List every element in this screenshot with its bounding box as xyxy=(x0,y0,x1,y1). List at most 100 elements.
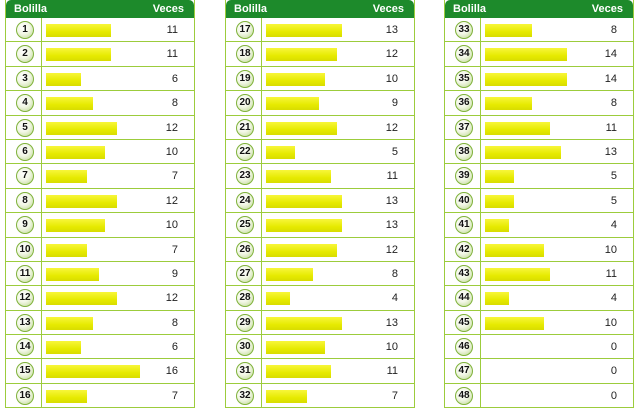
frequency-bar xyxy=(485,48,567,62)
ball-number: 44 xyxy=(455,289,473,308)
frequency-bar xyxy=(485,24,532,37)
frequency-count: 8 xyxy=(171,316,178,329)
frequency-count: 9 xyxy=(391,97,398,110)
ball-cell: 34 xyxy=(445,42,481,66)
frequency-bar xyxy=(46,48,111,62)
table-row: 46 0 xyxy=(445,335,633,360)
frequency-bar xyxy=(46,170,87,184)
frequency-bar xyxy=(46,194,117,208)
ball-cell: 40 xyxy=(445,188,481,213)
ball-number: 34 xyxy=(455,45,473,64)
table-row: 1 11 xyxy=(6,18,194,43)
ball-cell: 9 xyxy=(6,213,42,237)
frequency-count: 0 xyxy=(610,341,617,354)
ball-number: 14 xyxy=(16,338,34,357)
frequency-count: 5 xyxy=(610,194,617,207)
ball-number: 35 xyxy=(455,69,473,88)
frequency-count: 10 xyxy=(385,72,398,85)
frequency-count: 7 xyxy=(171,389,178,402)
frequency-count: 7 xyxy=(171,170,178,183)
ball-cell: 33 xyxy=(445,18,481,42)
table-row: 36 8 xyxy=(445,91,633,116)
table-row: 29 13 xyxy=(226,310,414,336)
ball-cell: 39 xyxy=(445,164,481,188)
frequency-count: 4 xyxy=(391,292,398,305)
frequency-count: 11 xyxy=(166,24,178,36)
frequency-bar xyxy=(485,267,550,281)
frequency-table-1-16: Bolilla Veces 1 11 2 11 3 6 4 8 5 12 6 10 7 7 8 12 9 10 10… xyxy=(5,0,195,409)
frequency-count: 12 xyxy=(385,48,398,61)
frequency-count: 12 xyxy=(165,121,178,134)
table-row: 40 5 xyxy=(445,188,633,214)
frequency-bar xyxy=(46,24,111,37)
ball-cell: 46 xyxy=(445,335,481,359)
ball-number: 39 xyxy=(455,167,473,186)
ball-cell: 31 xyxy=(226,359,262,383)
ball-cell: 20 xyxy=(226,91,262,115)
frequency-bar xyxy=(46,292,117,306)
frequency-bar xyxy=(266,170,331,184)
ball-number: 22 xyxy=(236,142,254,161)
ball-cell: 16 xyxy=(6,383,42,408)
frequency-bar xyxy=(485,292,509,306)
frequency-count: 8 xyxy=(171,97,178,110)
frequency-bar xyxy=(485,194,514,208)
table-row: 48 0 xyxy=(445,383,633,409)
ball-number: 31 xyxy=(236,362,254,381)
ball-cell: 1 xyxy=(6,18,42,42)
frequency-bar xyxy=(485,145,561,159)
ball-number: 17 xyxy=(236,21,254,39)
table-row: 44 4 xyxy=(445,286,633,311)
ball-cell: 28 xyxy=(226,286,262,310)
frequency-bar xyxy=(266,267,313,281)
table-row: 9 10 xyxy=(6,213,194,238)
frequency-count: 12 xyxy=(385,121,398,134)
frequency-bar xyxy=(46,389,87,403)
frequency-count: 11 xyxy=(386,365,398,378)
ball-cell: 7 xyxy=(6,164,42,188)
frequency-count: 9 xyxy=(171,267,178,280)
ball-cell: 44 xyxy=(445,286,481,310)
frequency-count: 10 xyxy=(165,145,178,158)
ball-column-header: Bolilla xyxy=(234,3,268,15)
table-row: 11 9 xyxy=(6,261,194,287)
frequency-bar xyxy=(485,72,567,86)
frequency-count: 5 xyxy=(610,170,617,183)
frequency-bar xyxy=(266,292,290,306)
frequency-bar xyxy=(46,365,140,379)
table-row: 8 12 xyxy=(6,188,194,214)
frequency-bar xyxy=(266,121,337,135)
ball-number: 30 xyxy=(236,338,254,357)
ball-cell: 41 xyxy=(445,213,481,237)
frequency-bar xyxy=(485,316,544,330)
ball-cell: 24 xyxy=(226,188,262,213)
table-row: 43 11 xyxy=(445,261,633,287)
frequency-bar xyxy=(46,219,105,233)
frequency-bar xyxy=(266,72,325,86)
table-row: 22 5 xyxy=(226,139,414,165)
ball-number: 41 xyxy=(455,216,473,235)
ball-cell: 19 xyxy=(226,66,262,91)
frequency-table-33-48: Bolilla Veces 33 8 34 14 35 14 36 8 37 11 38 13 39 5 4… xyxy=(444,0,634,409)
count-column-header: Veces xyxy=(152,3,184,15)
ball-number: 8 xyxy=(16,191,34,210)
ball-number: 36 xyxy=(455,94,473,113)
ball-number: 38 xyxy=(455,142,473,161)
ball-number: 20 xyxy=(236,94,254,113)
frequency-bar xyxy=(46,341,81,355)
frequency-count: 8 xyxy=(610,24,617,36)
ball-cell: 10 xyxy=(6,237,42,261)
frequency-count: 14 xyxy=(604,72,617,85)
table-row: 15 16 xyxy=(6,359,194,384)
table-row: 12 12 xyxy=(6,286,194,311)
frequency-count: 8 xyxy=(610,97,617,110)
frequency-bar xyxy=(266,145,295,159)
ball-cell: 23 xyxy=(226,164,262,188)
ball-number: 11 xyxy=(16,264,34,283)
ball-number: 19 xyxy=(236,69,254,88)
table-row: 41 4 xyxy=(445,213,633,238)
table-row: 13 8 xyxy=(6,310,194,336)
table-row: 5 12 xyxy=(6,115,194,140)
frequency-bar xyxy=(485,170,514,184)
